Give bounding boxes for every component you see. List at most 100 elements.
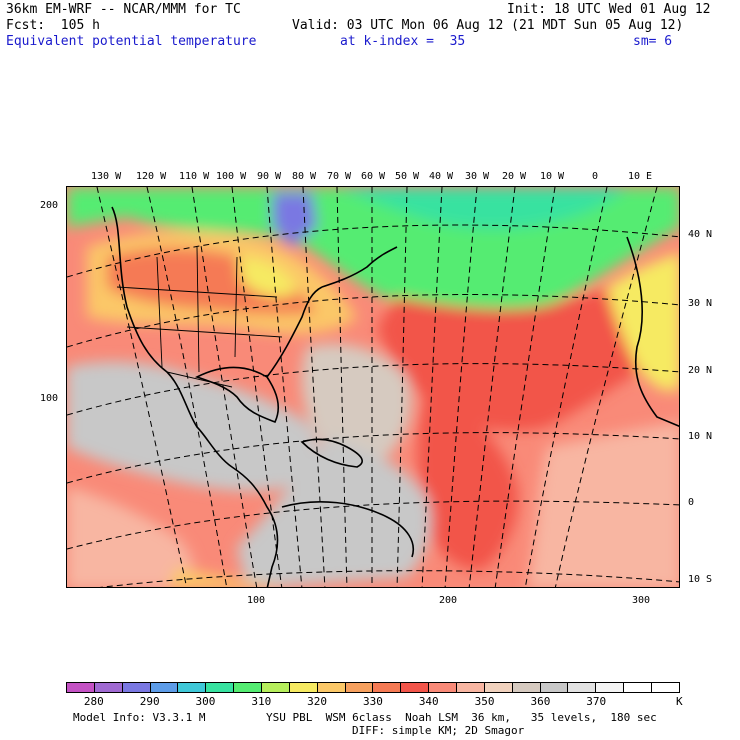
color-scale-unit: K — [676, 695, 683, 708]
smoothing-value: sm= 6 — [633, 34, 673, 49]
lon-label: 20 W — [502, 171, 527, 182]
color-swatch — [512, 683, 541, 692]
lon-label: 50 W — [395, 171, 420, 182]
color-scale-label: 320 — [307, 695, 328, 708]
color-scale-bar — [66, 682, 680, 693]
coastline-africa — [626, 236, 679, 428]
lat-label: 20 N — [688, 365, 713, 376]
grid-x-label: 300 — [632, 595, 651, 606]
graticule — [67, 187, 679, 587]
meridian-line — [191, 187, 258, 587]
color-swatch — [596, 683, 625, 692]
meridian-line — [302, 187, 326, 587]
lon-label: 40 W — [429, 171, 454, 182]
color-swatch — [568, 683, 597, 692]
lon-label: 10 W — [540, 171, 565, 182]
valid-time: Valid: 03 UTC Mon 06 Aug 12 (21 MDT Sun … — [292, 18, 684, 33]
color-swatch — [373, 683, 402, 692]
forecast-hour: Fcst: 105 h — [6, 18, 100, 33]
field-caribbean-grey — [301, 343, 411, 461]
color-scale-label: 300 — [195, 695, 216, 708]
lat-label: 30 N — [688, 298, 713, 309]
theta-e-map — [66, 186, 680, 588]
color-swatch — [652, 683, 679, 692]
lon-label: 120 W — [136, 171, 167, 182]
coastline-gulf — [194, 366, 279, 424]
parallel-line — [67, 224, 679, 278]
border-line — [116, 286, 278, 298]
meridian-line — [421, 187, 443, 587]
lon-label: 90 W — [257, 171, 282, 182]
model-title: 36km EM-WRF -- NCAR/MMM for TC — [6, 2, 241, 17]
meridian-line — [468, 187, 516, 587]
lon-label: 30 W — [465, 171, 490, 182]
field-name: Equivalent potential temperature — [6, 34, 257, 49]
color-swatch — [67, 683, 95, 692]
color-swatch — [484, 683, 513, 692]
color-swatch — [234, 683, 263, 692]
border-line — [234, 256, 238, 358]
lat-label: 0 — [688, 497, 695, 508]
grid-x-label: 100 — [247, 595, 266, 606]
parallel-line — [99, 570, 679, 587]
field-pacific-pink — [67, 487, 194, 587]
coastline-caribbean — [300, 438, 363, 468]
color-scale-label: 340 — [418, 695, 439, 708]
color-scale-label: 350 — [474, 695, 495, 708]
parallel-line — [67, 432, 679, 484]
color-swatch — [122, 683, 151, 692]
field-central-red — [417, 387, 518, 570]
color-scale-label: 360 — [530, 695, 551, 708]
color-swatch — [317, 683, 346, 692]
border-line — [156, 256, 163, 368]
lon-label: 0 — [592, 171, 599, 182]
model-info: Model Info: V3.3.1 M — [73, 711, 206, 724]
field-africa-yellow — [607, 252, 679, 391]
meridian-line — [266, 187, 303, 587]
meridian-line — [554, 187, 658, 587]
meridian-line — [494, 187, 556, 587]
coastline-americas-west — [111, 206, 279, 587]
lon-label: 10 E — [628, 171, 653, 182]
coastline-canada — [321, 246, 398, 288]
color-swatch — [262, 683, 290, 692]
meridian-line — [146, 187, 228, 587]
field-southatlantic-pink — [527, 422, 679, 587]
field-andes-orange — [167, 567, 278, 587]
color-scale-label: 290 — [139, 695, 160, 708]
meridian-line — [336, 187, 348, 587]
lat-label: 10 N — [688, 431, 713, 442]
lon-label: 70 W — [327, 171, 352, 182]
border-line — [196, 246, 200, 373]
color-swatch — [178, 683, 207, 692]
field-greatlakes-yellow — [237, 257, 297, 298]
field-southamerica-grey — [237, 437, 431, 587]
color-swatch — [345, 683, 374, 692]
lon-label: 80 W — [292, 171, 317, 182]
field-teal-band — [337, 187, 627, 229]
parallel-line — [67, 500, 679, 550]
state-borders — [116, 246, 283, 388]
parallel-line — [67, 294, 679, 348]
meridian-line — [444, 187, 478, 587]
lat-label: 40 N — [688, 229, 713, 240]
lon-label: 110 W — [179, 171, 210, 182]
init-time: Init: 18 UTC Wed 01 Aug 12 — [507, 2, 711, 17]
lon-label: 60 W — [361, 171, 386, 182]
color-swatch — [429, 683, 458, 692]
field-west-red — [107, 247, 317, 315]
coastlines — [111, 206, 679, 587]
border-line — [126, 326, 283, 338]
color-swatch — [624, 683, 653, 692]
color-swatch — [150, 683, 179, 692]
color-swatch — [540, 683, 569, 692]
diffusion-info: DIFF: simple KM; 2D Smagor — [352, 724, 525, 737]
color-swatch — [206, 683, 235, 692]
meridian-line — [96, 187, 188, 587]
grid-y-label: 200 — [40, 200, 59, 211]
coastline-east-us — [266, 286, 323, 378]
lon-label: 130 W — [91, 171, 122, 182]
coastline-south-america — [281, 501, 414, 558]
color-swatch — [289, 683, 318, 692]
border-line — [166, 371, 233, 388]
